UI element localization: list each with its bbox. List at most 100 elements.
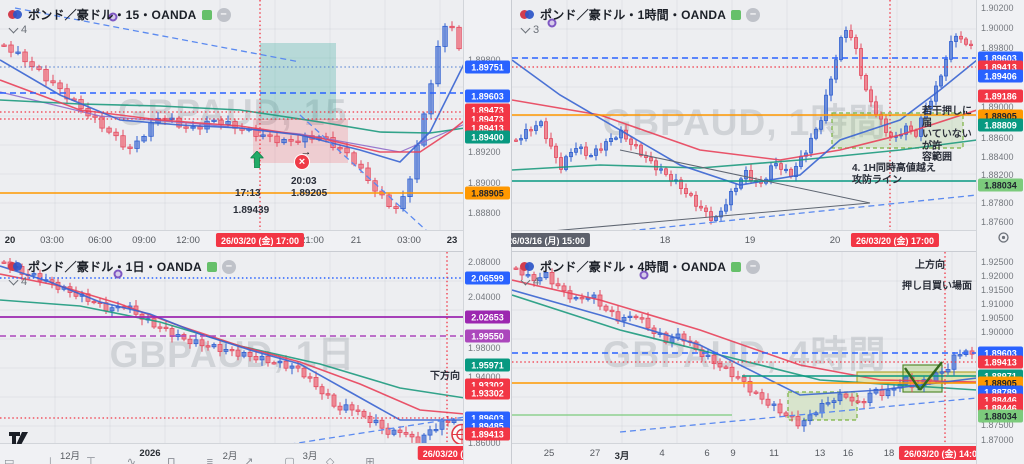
price-scale[interactable]: 1.92500 1.92000 1.91500 1.91000 1.90500 1.900…: [976, 252, 1024, 464]
drawing-anchor-icon[interactable]: [108, 12, 118, 22]
price-tick-label: 1.88400: [981, 152, 1014, 162]
time-tick-label: 6: [704, 448, 710, 459]
price-level-badge: 1.88905: [465, 186, 510, 200]
time-tick-label: 18: [659, 235, 671, 246]
chart-text-annotation[interactable]: 押し目買い場面: [902, 281, 972, 292]
candlestick-chart-canvas[interactable]: [512, 252, 977, 444]
chart-panel-1h: GBPAUD, 1時間 若干押しに届 いていないが許 容範囲 4. 1H同時高値越え…: [501, 0, 1024, 252]
indicators-toggle[interactable]: 4: [8, 23, 27, 36]
chart-panel-4h: GBPAUD, 4時間 上方向 押し目買い場面 ポンド／豪ドル・4時間・OANDA –4…: [512, 252, 1024, 464]
market-status-icon: [206, 261, 217, 272]
price-tick-label: 1.89000: [981, 102, 1014, 112]
chevron-down-icon: [8, 23, 19, 34]
drawing-anchor-icon[interactable]: [547, 18, 557, 28]
indicators-toggle[interactable]: 4: [520, 275, 539, 288]
chart-plot-area[interactable]: GBPAUD, 1時間 若干押しに届 いていないが許 容範囲 4. 1H同時高値越え…: [512, 0, 977, 232]
time-tick-label: 03:00: [40, 235, 64, 246]
symbol-title[interactable]: ポンド／豪ドル・4時間・OANDA: [540, 260, 727, 274]
collapse-button[interactable]: –: [746, 7, 761, 22]
time-tick-label: 23: [446, 235, 458, 246]
chart-plot-area[interactable]: GBPAUD, 15 × → 20:03 1.89205 17:13 1.89439: [0, 0, 465, 232]
price-level-badge: 2.06599: [465, 271, 510, 285]
chart-panel-15m: GBPAUD, 15 × → 20:03 1.89205 17:13 1.89439 ポンド…: [0, 0, 512, 252]
buy-arrow-up-icon[interactable]: [249, 150, 265, 173]
time-tick-label: 25: [543, 448, 555, 459]
price-level-badge: 1.89186: [978, 89, 1023, 103]
time-tick-label: 11: [769, 448, 779, 459]
chart-text-annotation[interactable]: 上方向: [915, 260, 945, 271]
collapse-button[interactable]: –: [216, 7, 231, 22]
time-tick-label: 09:00: [132, 235, 156, 246]
chart-plot-area[interactable]: GBPAUD, 1日 下方向: [0, 252, 465, 444]
price-level-badge: 1.88034: [978, 178, 1023, 192]
candlestick-chart-canvas[interactable]: [512, 0, 977, 232]
time-tick-label: 19: [744, 235, 756, 246]
price-level-badge: 1.89751: [465, 60, 510, 74]
price-tick-label: 1.89800: [468, 55, 501, 65]
symbol-title[interactable]: ポンド／豪ドル・1時間・OANDA: [540, 8, 727, 22]
arrow-right-icon[interactable]: →: [300, 146, 312, 158]
time-tick-label: 3月: [302, 451, 318, 462]
chart-plot-area[interactable]: GBPAUD, 4時間 上方向 押し目買い場面: [512, 252, 977, 444]
time-marker-badge: 26/03/20 (金) 17:00: [850, 233, 940, 247]
price-level-badge: 1.89603: [465, 89, 510, 103]
price-level-badge: 1.88809: [978, 118, 1023, 132]
target-badge-icon[interactable]: [450, 423, 465, 444]
time-tick-label: 20: [829, 235, 841, 246]
tradingview-logo[interactable]: [8, 430, 34, 444]
candlestick-chart-canvas[interactable]: [0, 0, 465, 232]
time-marker-badge: 26/03/16 (月) 15:00: [501, 233, 591, 247]
close-position-x-icon[interactable]: ×: [294, 154, 310, 170]
price-tick-label: 1.87500: [981, 420, 1014, 430]
market-status-icon: [731, 9, 742, 20]
panel-header: ポンド／豪ドル・4時間・OANDA –: [520, 258, 761, 275]
symbol-title[interactable]: ポンド／豪ドル・15・OANDA: [28, 8, 197, 22]
price-tick-label: 1.90500: [981, 313, 1014, 323]
collapse-button[interactable]: –: [746, 259, 761, 274]
price-tick-label: 1.89200: [468, 147, 501, 157]
price-scale[interactable]: 1.89800 1.89200 1.89000 1.88800 1.89751 1.896…: [463, 0, 511, 252]
chart-text-annotation[interactable]: 4. 1H同時高値越え 攻防ライン: [852, 163, 936, 186]
time-tick-label: 03:00: [397, 235, 421, 246]
time-tick-label: 12月: [59, 451, 81, 462]
price-scale[interactable]: 1.90200 1.90000 1.89800 1.89000 1.88600 1.884…: [976, 0, 1024, 252]
time-tick-label: 27: [589, 448, 601, 459]
price-level-badge: 1.89400: [465, 130, 510, 144]
price-tick-label: 1.86000: [468, 438, 501, 448]
indicators-toggle[interactable]: 3: [520, 23, 539, 36]
chart-text-annotation[interactable]: 17:13: [235, 188, 261, 199]
chart-text-annotation[interactable]: 1.89439: [233, 205, 270, 216]
scale-settings-gear-icon[interactable]: [997, 231, 1010, 249]
candlestick-chart-canvas[interactable]: [0, 252, 465, 444]
price-tick-label: 1.87000: [981, 435, 1014, 445]
time-tick-label: 2026: [139, 448, 161, 459]
price-tick-label: 1.87600: [981, 217, 1014, 227]
chart-text-annotation[interactable]: 20:03 1.89205: [291, 176, 328, 199]
price-level-badge: 1.89406: [978, 69, 1023, 83]
chart-text-annotation[interactable]: 若干押しに届 いていないが許 容範囲: [922, 106, 972, 163]
time-axis[interactable]: 25 27 3月 4 6 9 11 13 16 18 26/03/20 (金) 14:00: [512, 443, 1024, 464]
price-level-badge: 1.93302: [465, 386, 510, 400]
time-tick-label: 20: [4, 235, 16, 246]
time-axis[interactable]: 2003:0006:0009:0012:0021:002103:002308:0…: [0, 230, 511, 251]
time-tick-label: 16: [842, 448, 854, 459]
drawing-anchor-icon[interactable]: [113, 269, 123, 279]
chart-text-annotation[interactable]: 下方向: [430, 371, 460, 382]
time-axis[interactable]: 12月20262月3月4月26/03/20 (金)▭ ⊥ ⊤ ∿ ⊓ ≡ ↗ ▢…: [0, 443, 511, 464]
time-tick-label: 4: [659, 448, 665, 459]
symbol-pair-icon: [8, 261, 23, 273]
price-scale[interactable]: 2.08000 2.04000 1.98000 1.94000 1.86000 2.065…: [463, 252, 511, 464]
time-tick-label: 3月: [614, 451, 630, 462]
time-tick-label: 06:00: [88, 235, 112, 246]
symbol-pair-icon: [520, 261, 535, 273]
drawing-anchor-icon[interactable]: [639, 270, 649, 280]
indicators-toggle[interactable]: 4: [8, 275, 27, 288]
symbol-title[interactable]: ポンド／豪ドル・1日・OANDA: [28, 260, 202, 274]
price-tick-label: 1.88800: [468, 208, 501, 218]
collapse-button[interactable]: –: [221, 259, 236, 274]
time-tick-label: 9: [730, 448, 736, 459]
panel-header: ポンド／豪ドル・1日・OANDA –: [8, 258, 236, 275]
time-tick-label: 18: [883, 448, 895, 459]
